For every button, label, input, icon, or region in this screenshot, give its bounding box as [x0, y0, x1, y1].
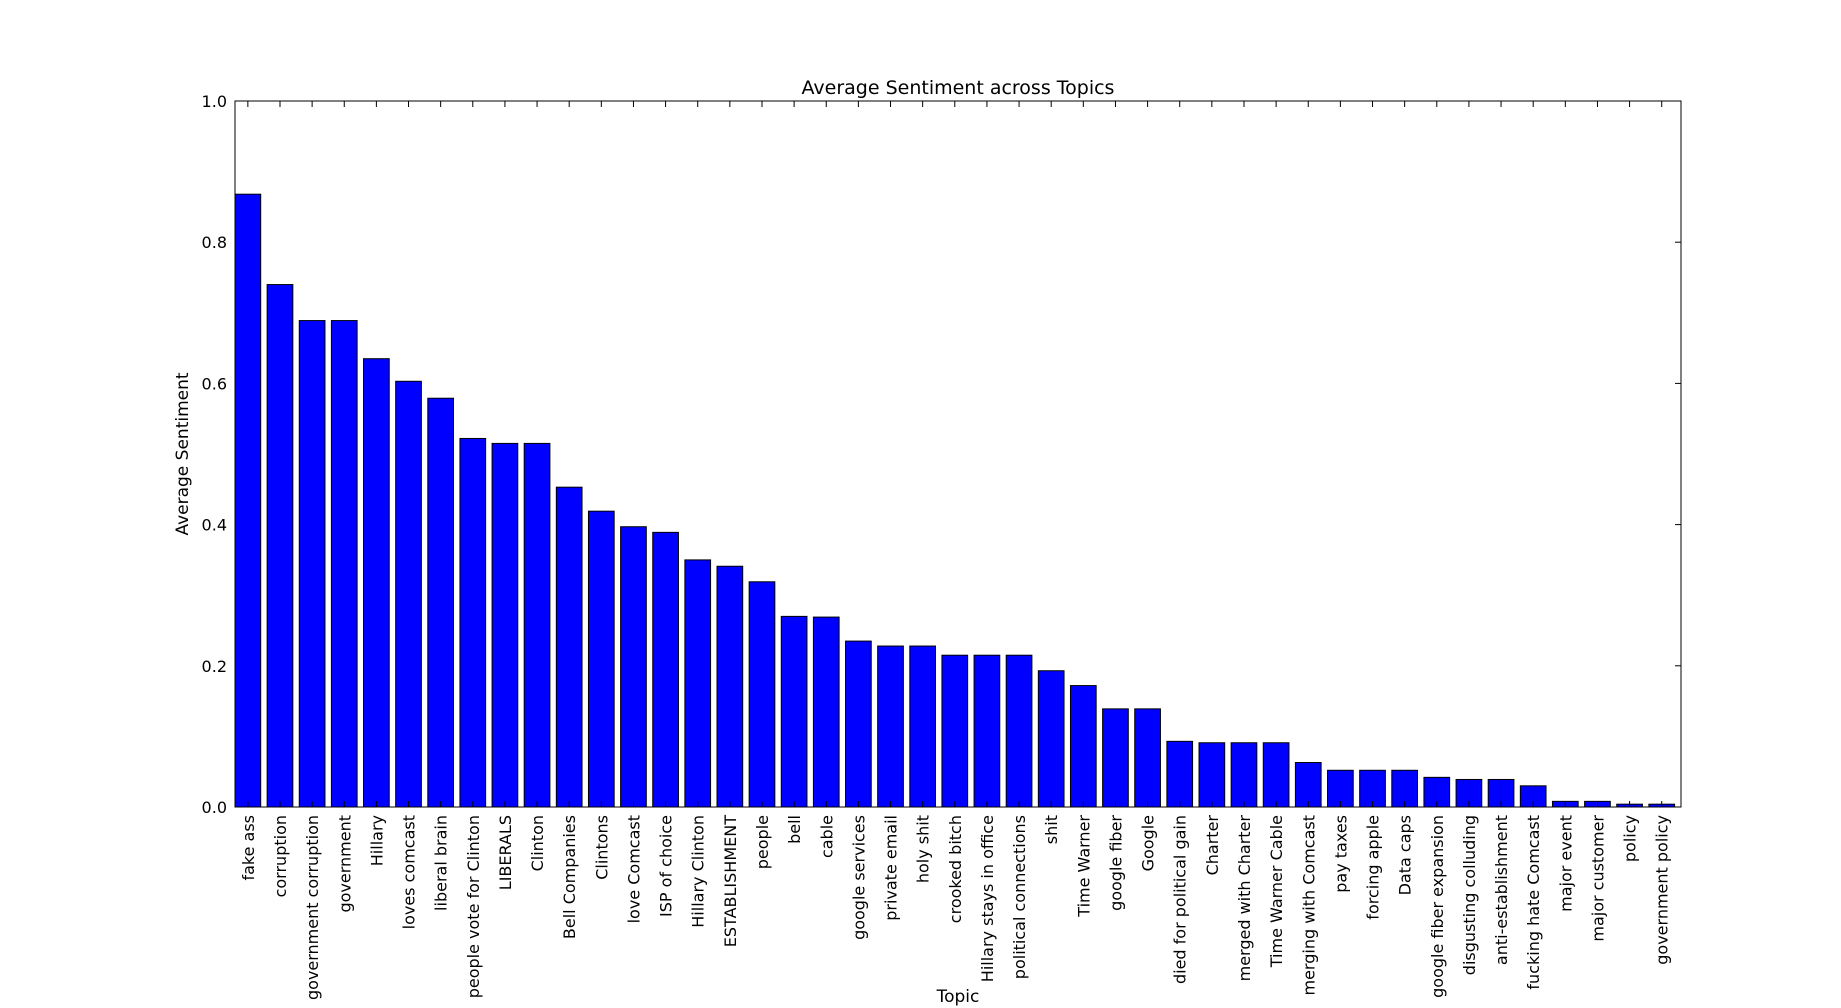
- x-tick-label: Data caps: [1396, 815, 1415, 895]
- x-tick-label: government corruption: [303, 815, 322, 1000]
- bar: [330, 320, 358, 808]
- bar: [1230, 742, 1258, 808]
- x-tick-label: liberal brain: [432, 815, 451, 911]
- x-tick-label: ISP of choice: [657, 815, 676, 917]
- bar: [1037, 670, 1065, 808]
- bar: [1487, 778, 1515, 808]
- bar: [909, 645, 937, 808]
- bar: [234, 193, 262, 808]
- bar: [973, 654, 1001, 808]
- bar: [395, 380, 422, 808]
- bar: [298, 320, 326, 808]
- x-tick-label: love Comcast: [624, 815, 643, 923]
- bar: [748, 581, 776, 808]
- x-tick-label: died for political gain: [1171, 815, 1190, 984]
- x-tick-label: anti-establishment: [1492, 815, 1511, 965]
- bar: [780, 615, 808, 808]
- bar: [1262, 742, 1290, 808]
- bar: [491, 442, 519, 808]
- bar: [652, 531, 679, 808]
- bar: [363, 358, 390, 808]
- x-tick-label: Hillary: [367, 815, 386, 866]
- y-tick-label: 1.0: [202, 92, 227, 111]
- x-tick-label: bell: [785, 815, 804, 844]
- x-tick-label: private email: [882, 815, 901, 921]
- bar: [1102, 708, 1129, 808]
- x-tick-label: major event: [1556, 815, 1575, 912]
- x-tick-label: merged with Charter: [1235, 815, 1254, 982]
- x-tick-label: shit: [1042, 815, 1061, 844]
- bar: [684, 559, 712, 808]
- bar: [266, 284, 294, 808]
- x-tick-label: google fiber: [1106, 815, 1125, 911]
- x-tick-label: fucking hate Comcast: [1524, 815, 1543, 990]
- bar: [1198, 742, 1226, 808]
- x-tick-label: ESTABLISHMENT: [721, 815, 740, 947]
- bar: [716, 565, 744, 808]
- bar: [587, 510, 615, 808]
- x-tick-label: political connections: [1010, 815, 1029, 979]
- chart-title: Average Sentiment across Topics: [802, 77, 1115, 99]
- bar: [555, 486, 583, 808]
- x-tick-label: google services: [849, 815, 868, 940]
- x-tick-label: holy shit: [914, 815, 933, 883]
- x-tick-label: government: [335, 815, 354, 913]
- x-tick-label: pay taxes: [1331, 815, 1350, 893]
- x-tick-label: fake ass: [239, 815, 258, 881]
- x-tick-label: crooked bitch: [946, 815, 965, 923]
- bar: [459, 437, 487, 808]
- x-tick-label: loves comcast: [400, 815, 419, 929]
- y-tick-label: 0.6: [202, 374, 227, 393]
- x-tick-label: disgusting colluding: [1460, 815, 1479, 975]
- bar: [1327, 769, 1354, 808]
- bar: [877, 645, 904, 808]
- x-tick-label: cable: [817, 815, 836, 858]
- plot-frame: [234, 100, 1682, 808]
- y-tick-label: 0.2: [202, 657, 227, 676]
- x-tick-label: Google: [1139, 815, 1158, 871]
- y-tick-label: 0.0: [202, 798, 227, 817]
- bar: [845, 640, 872, 808]
- x-tick-label: people vote for Clinton: [464, 815, 483, 998]
- y-tick-label: 0.8: [202, 233, 227, 252]
- bar: [1134, 708, 1161, 808]
- x-tick-label: government policy: [1653, 815, 1672, 965]
- bar: [812, 616, 840, 808]
- y-tick-label: 0.4: [202, 516, 227, 535]
- x-tick-label: forcing apple: [1364, 815, 1383, 920]
- x-tick-label: Bell Companies: [560, 815, 579, 939]
- bar: [523, 442, 551, 808]
- bar: [1005, 654, 1033, 808]
- x-tick-label: people: [753, 815, 772, 869]
- x-tick-label: Hillary stays in office: [978, 815, 997, 982]
- y-axis-label: Average Sentiment: [173, 372, 193, 535]
- bar: [1294, 762, 1322, 808]
- bar: [427, 397, 455, 808]
- x-tick-label: Time Warner: [1074, 815, 1093, 918]
- x-tick-label: Clintons: [592, 815, 611, 880]
- x-axis-label: Topic: [936, 987, 980, 1007]
- bar: [620, 526, 647, 808]
- x-tick-label: Clinton: [528, 815, 547, 871]
- x-tick-label: Charter: [1203, 815, 1222, 876]
- x-tick-label: LIBERALS: [496, 815, 515, 890]
- x-tick-label: merging with Comcast: [1299, 815, 1318, 996]
- bar: [1166, 740, 1194, 808]
- x-tick-label: corruption: [271, 815, 290, 897]
- bar: [1069, 685, 1097, 808]
- x-tick-label: Hillary Clinton: [689, 815, 708, 928]
- x-tick-label: policy: [1621, 815, 1640, 862]
- x-tick-label: major customer: [1588, 815, 1607, 942]
- bar: [1391, 769, 1419, 808]
- x-tick-label: Time Warner Cable: [1267, 815, 1286, 968]
- bar: [941, 654, 969, 808]
- x-tick-label: google fiber expansion: [1428, 815, 1447, 998]
